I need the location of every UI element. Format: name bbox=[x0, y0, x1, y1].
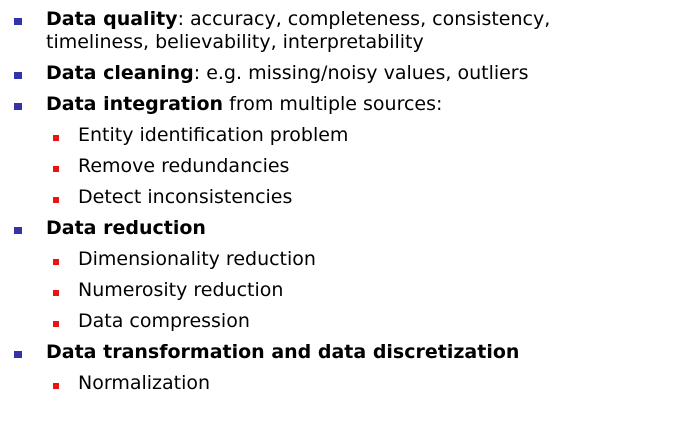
sub-bullet: Numerosity reduction bbox=[0, 279, 642, 302]
sub-bullet: Dimensionality reduction bbox=[0, 248, 642, 271]
bullet-data-integration: Data integration from multiple sources: … bbox=[0, 93, 682, 209]
sub-bullet: Entity identification problem bbox=[0, 124, 642, 147]
bullet-list: Data quality: accuracy, completeness, co… bbox=[0, 8, 682, 403]
small-square-bullet-icon bbox=[53, 166, 59, 172]
bullet-data-reduction: Data reduction Dimensionality reduction … bbox=[0, 217, 682, 333]
square-bullet-icon bbox=[14, 18, 22, 25]
bullet-data-transformation: Data transformation and data discretizat… bbox=[0, 341, 682, 395]
sub-bullet-list: Normalization bbox=[46, 372, 642, 395]
bullet-text: : e.g. missing/noisy values, outliers bbox=[193, 62, 529, 84]
sub-bullet-list: Dimensionality reduction Numerosity redu… bbox=[46, 248, 642, 333]
sub-bullet-text: Dimensionality reduction bbox=[78, 248, 316, 270]
square-bullet-icon bbox=[14, 351, 22, 358]
sub-bullet-text: Normalization bbox=[78, 372, 211, 394]
sub-bullet-text: Remove redundancies bbox=[78, 155, 290, 177]
small-square-bullet-icon bbox=[53, 135, 59, 141]
small-square-bullet-icon bbox=[53, 321, 59, 327]
square-bullet-icon bbox=[14, 72, 22, 79]
small-square-bullet-icon bbox=[53, 197, 59, 203]
sub-bullet: Data compression bbox=[0, 310, 642, 333]
bullet-heading: Data reduction bbox=[46, 217, 206, 239]
sub-bullet: Detect inconsistencies bbox=[0, 186, 642, 209]
small-square-bullet-icon bbox=[53, 383, 59, 389]
bullet-heading: Data transformation and data discretizat… bbox=[46, 341, 520, 363]
bullet-heading: Data integration bbox=[46, 93, 224, 115]
small-square-bullet-icon bbox=[53, 290, 59, 296]
sub-bullet: Remove redundancies bbox=[0, 155, 642, 178]
bullet-heading: Data quality bbox=[46, 8, 178, 30]
sub-bullet-text: Numerosity reduction bbox=[78, 279, 284, 301]
small-square-bullet-icon bbox=[53, 259, 59, 265]
sub-bullet-text: Entity identification problem bbox=[78, 124, 349, 146]
sub-bullet-text: Detect inconsistencies bbox=[78, 186, 293, 208]
bullet-text: : accuracy, completeness, consistency, t… bbox=[46, 8, 551, 53]
square-bullet-icon bbox=[14, 227, 22, 234]
sub-bullet: Normalization bbox=[0, 372, 642, 395]
sub-bullet-text: Data compression bbox=[78, 310, 250, 332]
sub-bullet-list: Entity identification problem Remove red… bbox=[46, 124, 642, 209]
bullet-data-cleaning: Data cleaning: e.g. missing/noisy values… bbox=[0, 62, 682, 85]
bullet-data-quality: Data quality: accuracy, completeness, co… bbox=[0, 8, 682, 54]
square-bullet-icon bbox=[14, 103, 22, 110]
bullet-heading: Data cleaning bbox=[46, 62, 194, 84]
bullet-text: from multiple sources: bbox=[223, 93, 443, 115]
